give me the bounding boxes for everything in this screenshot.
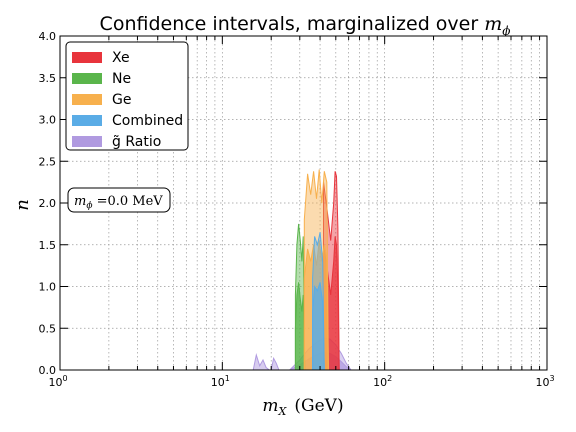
x-axis-label-math: m [262,396,278,416]
legend-label-ne: Ne [112,71,131,87]
y-tick-label: 1.5 [39,239,57,252]
chart-title: Confidence intervals, marginalized over … [100,13,511,38]
x-tick-label-exp: 3 [549,374,554,383]
annotation-text: mϕ =0.0 MeV [74,194,163,211]
chart-title-text: Confidence intervals, marginalized over [100,13,485,35]
legend-swatch-ge [72,94,102,105]
x-tick-label-base: 10 [373,376,387,389]
y-tick-label: 4.0 [39,30,57,43]
chart-title-math: m [484,13,502,35]
x-tick-label: 102 [373,374,392,389]
legend-label-ge: Ge [112,92,131,108]
chart-title-math-sub: ϕ [502,24,510,38]
region-layer [252,169,353,371]
y-tick-label: 3.0 [39,114,57,127]
annotation-math-sub: ϕ [86,201,92,211]
y-tick-label: 2.5 [39,155,57,168]
x-tick-label-base: 10 [535,376,549,389]
region-combined-inner [312,282,325,371]
annotation-box [67,187,171,213]
legend-label-combined: Combined [112,113,183,129]
annotation: mϕ =0.0 MeV [67,187,171,213]
x-tick-label: 100 [48,374,67,389]
x-axis-label-math-sub: X [278,405,288,418]
annotation-math: m [74,194,86,209]
region-ne-inner [294,282,306,371]
y-tick-label: 2.0 [39,197,57,210]
x-axis-label-unit: (GeV) [294,396,343,416]
y-tick-label: 3.5 [39,72,57,85]
x-tick-label-base: 10 [211,376,225,389]
y-tick-label: 1.0 [39,281,57,294]
legend-swatch-xe [72,52,102,63]
y-tick-label: 0.0 [39,364,57,377]
x-tick-label: 103 [535,374,554,389]
y-axis-label: n [12,199,33,211]
legend-label-xe: Xe [112,50,130,66]
annotation-value: =0.0 MeV [92,194,163,209]
x-tick-label-exp: 2 [387,374,392,383]
x-axis-label: mX (GeV) [262,396,343,418]
x-tick-label: 101 [211,374,230,389]
legend: Xe Ne Ge Combined g̃ Ratio [65,41,189,151]
x-tick-label-exp: 1 [225,374,230,383]
x-tick-label-exp: 0 [62,374,67,383]
legend-swatch-combined [72,115,102,126]
y-tick-label: 0.5 [39,322,57,335]
x-tick-label-base: 10 [48,376,62,389]
legend-swatch-g-ratio [72,136,102,147]
legend-swatch-ne [72,73,102,84]
legend-label-g-ratio: g̃ Ratio [112,134,161,150]
